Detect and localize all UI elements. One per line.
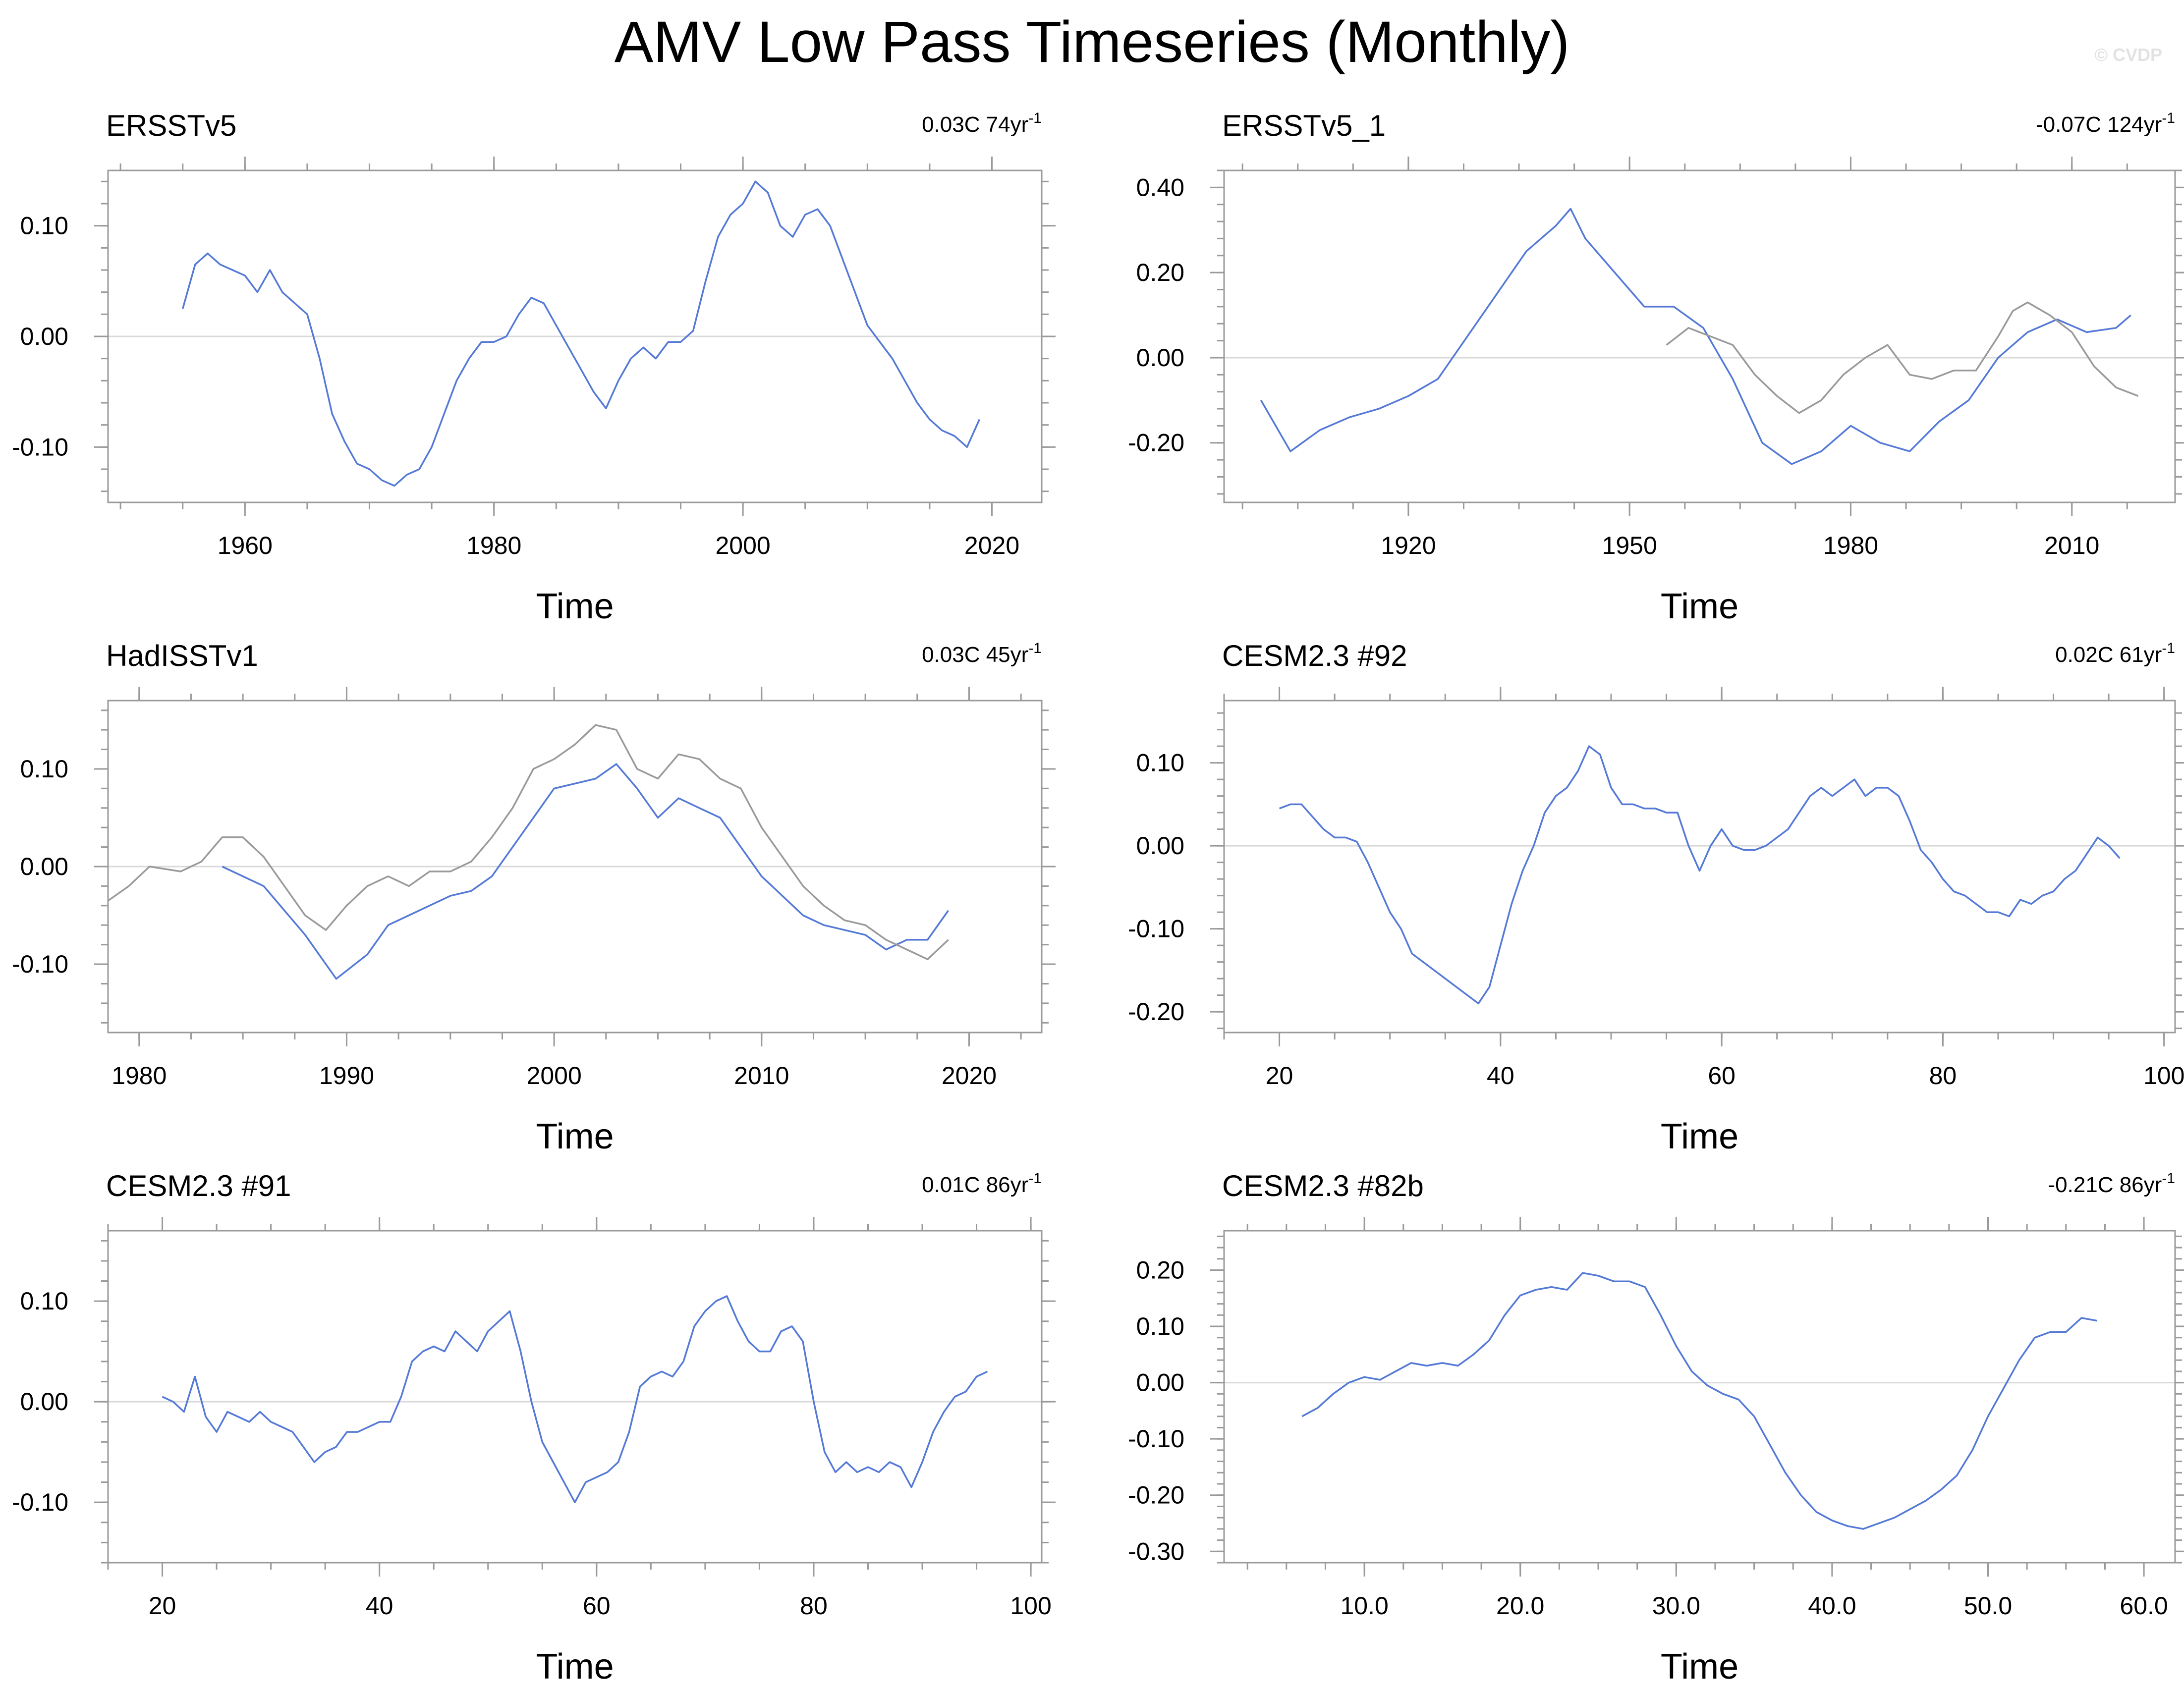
x-tick-label: 10.0 [1340,1592,1388,1620]
panel-title: ERSSTv5 [106,109,236,142]
y-tick-label: -0.20 [1128,998,1184,1026]
x-tick-label: 2000 [716,532,771,559]
x-tick-label: 20 [149,1592,176,1620]
y-tick-label: 0.20 [1136,1256,1184,1284]
plot-frame [1223,1230,2176,1564]
x-axis-label: Time [536,1647,614,1687]
chart-panel-5: 20 40 60 80 100 -0.10 0.00 0.10 CESM2.3 #91 0.01C… [12,1169,1056,1687]
y-tick-label: -0.10 [12,1488,68,1516]
y-tick-label: 0.10 [1136,749,1184,777]
trend-label: -0.21C 86yr-1 [2048,1170,2175,1197]
x-tick-label: 1980 [112,1062,167,1090]
y-tick-label: 0.10 [1136,1312,1184,1340]
chart-panel-6: 10.0 20.0 30.0 40.0 50.0 60.0 -0.30 -0.20 -0.10 0… [1128,1169,2184,1687]
plot-frame [107,169,1043,503]
x-tick-label: 20 [1266,1062,1293,1090]
x-tick-label: 2000 [527,1062,582,1090]
plot-frame [107,1230,1043,1564]
x-tick-label: 1960 [218,532,273,559]
figure-title: AMV Low Pass Timeseries (Monthly) [614,9,1570,75]
chart-panel-1: 1960 1980 2000 2020 -0.10 0.00 0.10 ERSSTv5 0.03… [12,109,1056,626]
x-tick-label: 2020 [964,532,1019,559]
x-tick-label: 1920 [1381,532,1436,559]
series-line-2 [107,724,949,960]
y-tick-label: 0.40 [1136,173,1184,201]
panel-title: CESM2.3 #92 [1222,639,1407,672]
x-tick-label: 20.0 [1496,1592,1544,1620]
y-tick-label: -0.20 [1128,429,1184,457]
series-line-2 [1666,301,2139,414]
series-line-1 [1260,208,2131,465]
trend-label: 0.03C 45yr-1 [922,640,1042,667]
x-tick-label: 60 [1708,1062,1736,1090]
x-tick-label: 1990 [319,1062,374,1090]
plot-frame [107,700,1043,1034]
x-axis-label: Time [1661,1647,1738,1687]
panel-title: CESM2.3 #91 [106,1169,291,1202]
trend-label: 0.03C 74yr-1 [922,110,1042,137]
series-line-1 [1279,745,2121,1005]
x-tick-label: 30.0 [1652,1592,1700,1620]
x-axis-label: Time [536,587,614,626]
x-tick-label: 2010 [734,1062,789,1090]
y-tick-label: -0.10 [12,433,68,461]
y-tick-label: 0.00 [20,323,68,350]
y-tick-label: 0.00 [1136,832,1184,860]
x-tick-label: 1980 [466,532,521,559]
x-tick-label: 40 [1487,1062,1514,1090]
y-tick-label: 0.00 [20,1388,68,1416]
x-axis-label: Time [1661,1117,1738,1156]
trend-label: 0.02C 61yr-1 [2055,640,2175,667]
x-tick-label: 60 [583,1592,611,1620]
x-axis-label: Time [536,1117,614,1156]
y-tick-label: -0.10 [1128,915,1184,943]
x-axis-label: Time [1661,587,1738,626]
x-tick-label: 2010 [2044,532,2099,559]
trend-label: -0.07C 124yr-1 [2036,110,2175,137]
y-tick-label: 0.00 [20,853,68,880]
watermark: © CVDP [2094,45,2162,65]
x-tick-label: 1950 [1602,532,1657,559]
chart-panel-2: 1920 1950 1980 2010 -0.20 0.00 0.20 0.40 ERSSTv5… [1128,109,2184,626]
y-tick-label: 0.20 [1136,259,1184,286]
series-line-1 [1301,1272,2098,1530]
chart-panel-3: 1980 1990 2000 2010 2020 -0.10 0.00 0.10 HadISST… [12,639,1056,1156]
chart-panel-4: 20 40 60 80 100 -0.20 -0.10 0.00 0.10 CESM2.3 #92… [1128,639,2184,1156]
plot-frame [1223,700,2176,1034]
panel-title: CESM2.3 #82b [1222,1169,1424,1202]
y-tick-label: 0.10 [20,1287,68,1315]
x-tick-label: 60.0 [2120,1592,2168,1620]
y-tick-label: -0.10 [12,950,68,978]
x-tick-label: 50.0 [1964,1592,2012,1620]
series-line-1 [182,180,980,487]
x-tick-label: 40 [366,1592,393,1620]
x-tick-label: 80 [800,1592,828,1620]
x-tick-label: 1980 [1823,532,1878,559]
series-line-1 [222,763,950,980]
y-tick-label: 0.10 [20,755,68,783]
y-tick-label: -0.30 [1128,1537,1184,1565]
y-tick-label: 0.10 [20,212,68,240]
series-line-1 [162,1295,988,1503]
x-tick-label: 40.0 [1808,1592,1856,1620]
y-tick-label: 0.00 [1136,344,1184,372]
y-tick-label: 0.00 [1136,1369,1184,1397]
y-tick-label: -0.10 [1128,1425,1184,1453]
x-tick-label: 100 [2143,1062,2184,1090]
trend-label: 0.01C 86yr-1 [922,1170,1042,1197]
x-tick-label: 80 [1929,1062,1957,1090]
y-tick-label: -0.20 [1128,1481,1184,1509]
x-tick-label: 100 [1010,1592,1051,1620]
x-tick-label: 2020 [942,1062,997,1090]
panel-title: HadISSTv1 [106,639,258,672]
panel-title: ERSSTv5_1 [1222,109,1386,142]
plot-frame [1223,169,2176,503]
